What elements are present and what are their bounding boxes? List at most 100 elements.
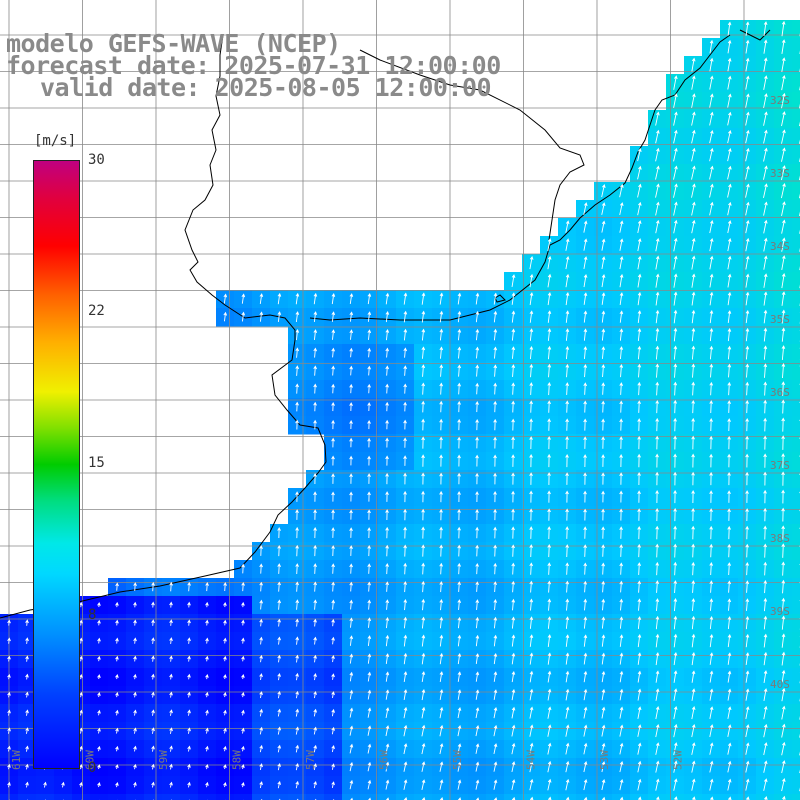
wind-arrow (637, 310, 642, 323)
wind-arrow (133, 727, 137, 734)
wind-arrow (493, 382, 498, 395)
wind-arrow (205, 673, 209, 680)
wind-arrow (637, 598, 642, 611)
wind-arrow (277, 636, 281, 645)
wind-arrow (619, 382, 624, 395)
wind-arrow (691, 291, 696, 306)
wind-arrow (637, 778, 642, 791)
wind-arrow (313, 491, 317, 502)
wind-arrow (403, 526, 407, 539)
wind-arrow (745, 345, 750, 360)
wind-arrow (277, 654, 281, 663)
wind-arrow (349, 437, 353, 448)
wind-arrow (781, 74, 786, 91)
wind-arrow (673, 580, 678, 594)
wind-arrow (367, 779, 372, 790)
wind-arrow (565, 220, 570, 233)
wind-arrow (223, 293, 228, 304)
wind-arrow (133, 781, 137, 788)
wind-arrow (781, 417, 785, 432)
wind-arrow (709, 490, 713, 503)
wind-arrow (673, 742, 678, 756)
wind-arrow (709, 327, 714, 342)
wind-arrow (637, 490, 641, 503)
wind-arrow (7, 673, 11, 680)
wind-arrow (601, 310, 606, 323)
wind-arrow (277, 744, 281, 753)
wind-arrow (709, 543, 714, 558)
wind-cell (792, 434, 800, 453)
wind-arrow (475, 509, 479, 521)
wind-arrow (655, 778, 660, 791)
wind-arrow (277, 762, 281, 771)
wind-arrow (403, 292, 408, 305)
wind-arrow (619, 220, 624, 233)
wind-arrow (475, 634, 480, 647)
wind-arrow (619, 706, 624, 719)
wind-arrow (673, 363, 678, 378)
wind-arrow (745, 453, 749, 468)
wind-arrow (277, 292, 282, 305)
wind-arrow (403, 743, 408, 755)
wind-arrow (25, 619, 29, 626)
wind-arrow (493, 581, 498, 593)
wind-arrow (763, 237, 768, 252)
wind-arrow (295, 690, 299, 699)
wind-arrow (313, 311, 318, 322)
wind-arrow (691, 561, 696, 576)
wind-arrow (691, 760, 696, 773)
wind-arrow (187, 691, 191, 698)
wind-arrow (151, 691, 155, 698)
wind-arrow (583, 616, 588, 629)
wind-cell (792, 650, 800, 669)
wind-arrow (673, 219, 678, 234)
wind-arrow (601, 688, 606, 701)
wind-arrow (655, 543, 660, 558)
wind-arrow (727, 418, 731, 431)
wind-cell (792, 128, 800, 147)
wind-arrow (457, 364, 462, 377)
wind-arrow (457, 671, 462, 682)
wind-arrow (349, 671, 354, 682)
wind-arrow (331, 673, 335, 680)
wind-arrow (763, 651, 768, 666)
wind-arrow (565, 598, 570, 611)
wind-arrow (295, 636, 299, 645)
wind-arrow (637, 165, 642, 180)
wind-arrow (529, 345, 534, 360)
latitude-label: 32S (770, 94, 790, 107)
wind-cell (576, 794, 595, 800)
wind-arrow (709, 39, 714, 54)
wind-arrow (25, 745, 29, 752)
wind-cell (54, 794, 73, 800)
wind-arrow (457, 454, 461, 467)
wind-arrow (205, 601, 209, 608)
wind-arrow (565, 508, 569, 521)
wind-arrow (763, 327, 768, 342)
wind-arrow (151, 601, 155, 608)
wind-arrow (241, 727, 245, 734)
wind-arrow (691, 273, 696, 288)
wind-arrow (655, 580, 660, 593)
wind-arrow (511, 508, 515, 521)
wind-arrow (457, 779, 462, 790)
wind-arrow (655, 255, 660, 270)
wind-arrow (583, 310, 588, 323)
wind-arrow (745, 561, 750, 576)
wind-arrow (439, 364, 444, 377)
wind-arrow (475, 779, 480, 790)
wind-arrow (601, 526, 605, 539)
wind-cell (792, 740, 800, 759)
wind-arrow (457, 724, 462, 737)
wind-arrow (511, 328, 516, 341)
wind-arrow (349, 491, 353, 502)
wind-arrow (169, 763, 173, 770)
wind-arrow (259, 691, 263, 699)
wind-arrow (151, 655, 155, 662)
wind-arrow (583, 508, 587, 521)
wind-cell (414, 794, 433, 800)
wind-arrow (223, 582, 227, 592)
wind-arrow (583, 544, 587, 557)
wind-arrow (331, 655, 335, 663)
wind-arrow (313, 473, 317, 485)
